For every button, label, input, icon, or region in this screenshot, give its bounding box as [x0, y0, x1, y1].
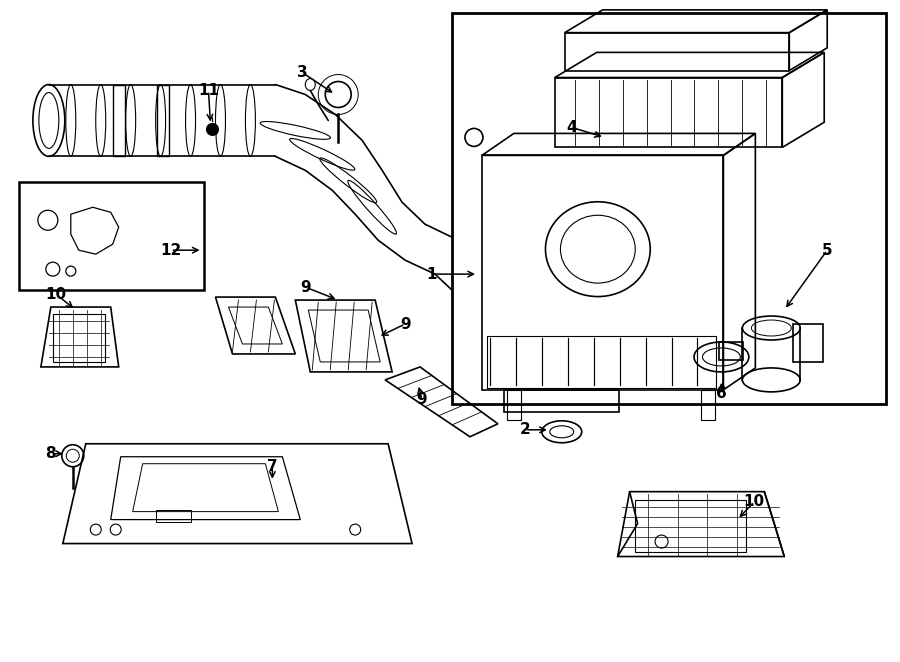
Bar — [719, 342, 743, 360]
Bar — [793, 324, 824, 362]
Bar — [507, 390, 521, 420]
Text: 12: 12 — [160, 243, 181, 258]
Bar — [209, 127, 217, 134]
Bar — [554, 77, 782, 148]
Bar — [634, 500, 746, 551]
Bar — [53, 314, 104, 362]
Bar — [487, 336, 716, 388]
Text: 9: 9 — [400, 316, 410, 332]
Bar — [504, 390, 618, 412]
Text: 10: 10 — [45, 287, 67, 302]
Text: 8: 8 — [46, 446, 56, 461]
Bar — [565, 32, 789, 71]
Text: 6: 6 — [716, 387, 727, 401]
Bar — [157, 85, 168, 156]
Text: 10: 10 — [743, 494, 765, 509]
Bar — [156, 510, 191, 522]
Bar — [482, 156, 724, 390]
Text: 9: 9 — [300, 279, 310, 295]
Text: 7: 7 — [267, 459, 278, 474]
Text: 3: 3 — [297, 65, 308, 80]
Text: 1: 1 — [427, 267, 437, 281]
Text: 2: 2 — [519, 422, 530, 438]
Text: 4: 4 — [566, 120, 577, 135]
Bar — [19, 182, 203, 290]
Text: 9: 9 — [417, 393, 428, 407]
Circle shape — [206, 123, 219, 136]
Text: 5: 5 — [822, 243, 832, 258]
Bar — [452, 13, 886, 404]
Text: 11: 11 — [198, 83, 219, 98]
Bar — [112, 85, 125, 156]
Bar — [701, 390, 716, 420]
